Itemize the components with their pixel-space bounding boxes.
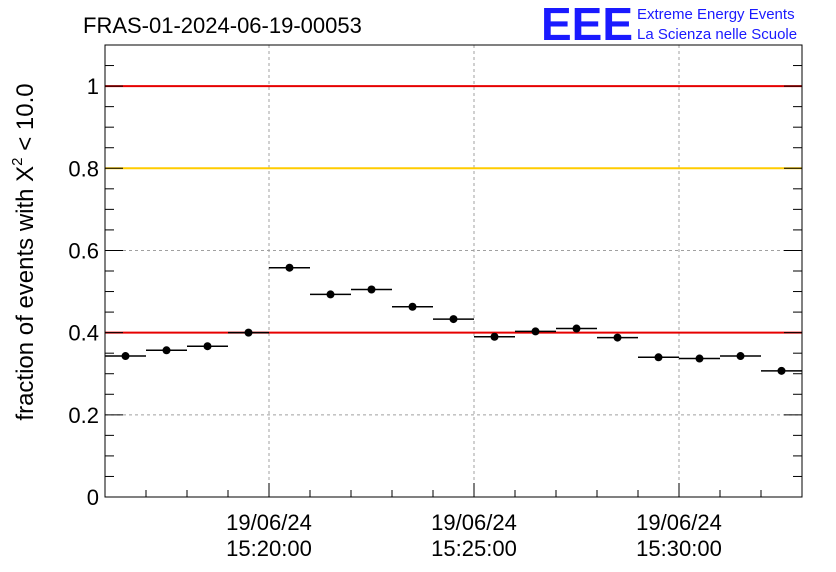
logo-line2: La Scienza nelle Scuole xyxy=(637,26,797,43)
y-tick-label: 0 xyxy=(87,485,99,510)
data-points xyxy=(105,263,802,375)
data-point xyxy=(408,302,417,311)
data-point xyxy=(613,333,622,342)
grid-lines xyxy=(105,45,802,497)
data-point xyxy=(654,353,663,362)
data-point xyxy=(777,366,786,375)
data-point xyxy=(162,346,171,355)
data-point xyxy=(121,352,130,361)
data-point xyxy=(326,290,335,299)
y-axis-label: fraction of events with X2 < 10.0 xyxy=(9,83,39,420)
data-point xyxy=(244,328,253,337)
eee-logo: EEE Extreme Energy Events La Scienza nel… xyxy=(541,0,797,50)
y-tick-label: 0.2 xyxy=(68,403,99,428)
reference-lines xyxy=(105,85,802,334)
plot-frame xyxy=(104,44,803,498)
x-tick-time: 15:30:00 xyxy=(636,536,722,561)
x-tick-time: 15:25:00 xyxy=(431,536,517,561)
data-point xyxy=(736,352,745,361)
logo-line1: Extreme Energy Events xyxy=(637,6,795,23)
data-point xyxy=(572,324,581,333)
y-tick-label: 0.4 xyxy=(68,321,99,346)
x-tick-time: 15:20:00 xyxy=(226,536,312,561)
y-tick-label: 0.6 xyxy=(68,238,99,263)
chart-title: FRAS-01-2024-06-19-00053 xyxy=(83,13,362,38)
data-point xyxy=(531,327,540,336)
x-tick-date: 19/06/24 xyxy=(431,510,517,535)
data-point xyxy=(695,354,704,363)
y-tick-label: 1 xyxy=(87,74,99,99)
data-point xyxy=(285,263,294,272)
data-point xyxy=(449,315,458,324)
y-tick-label: 0.8 xyxy=(68,156,99,181)
data-point xyxy=(367,285,376,294)
x-tick-date: 19/06/24 xyxy=(226,510,312,535)
logo-text: EEE xyxy=(541,0,633,50)
axes: 00.20.40.60.8119/06/2415:20:0019/06/2415… xyxy=(68,44,803,561)
data-point xyxy=(203,342,212,351)
data-point xyxy=(490,332,499,341)
x-tick-date: 19/06/24 xyxy=(636,510,722,535)
